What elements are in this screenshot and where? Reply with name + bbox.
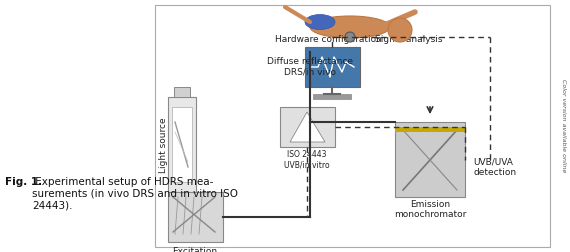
Circle shape bbox=[345, 32, 355, 42]
Ellipse shape bbox=[310, 16, 390, 38]
Text: Diffuse reflectance
DRS/in vivo: Diffuse reflectance DRS/in vivo bbox=[267, 57, 353, 76]
Text: Color version available online: Color version available online bbox=[560, 79, 565, 173]
Polygon shape bbox=[290, 112, 325, 142]
Text: Excitation
monochromator: Excitation monochromator bbox=[159, 247, 231, 252]
Text: Experimental setup of HDRS mea-
surements (in vivo DRS and in vitro ISO
24443).: Experimental setup of HDRS mea- surement… bbox=[32, 177, 238, 210]
Ellipse shape bbox=[305, 15, 335, 29]
Bar bbox=[395, 127, 465, 132]
Bar bbox=[168, 97, 196, 192]
Text: ISO 24443
UVB/in vitro: ISO 24443 UVB/in vitro bbox=[284, 150, 330, 169]
Text: Fig. 1.: Fig. 1. bbox=[5, 177, 42, 187]
Bar bbox=[280, 107, 335, 147]
Text: Hardware configuration: Hardware configuration bbox=[275, 36, 382, 45]
Bar bbox=[395, 122, 465, 197]
Text: Emission
monochromator: Emission monochromator bbox=[394, 200, 466, 219]
Circle shape bbox=[388, 18, 412, 42]
Text: Light source: Light source bbox=[158, 117, 168, 173]
Bar bbox=[168, 192, 223, 242]
Text: UVB/UVA
detection: UVB/UVA detection bbox=[473, 157, 516, 177]
Bar bbox=[172, 107, 192, 182]
Bar bbox=[305, 47, 360, 87]
Bar bbox=[155, 5, 550, 247]
Text: Signal analysis: Signal analysis bbox=[375, 36, 442, 45]
Bar bbox=[174, 87, 190, 97]
Bar bbox=[313, 94, 351, 99]
